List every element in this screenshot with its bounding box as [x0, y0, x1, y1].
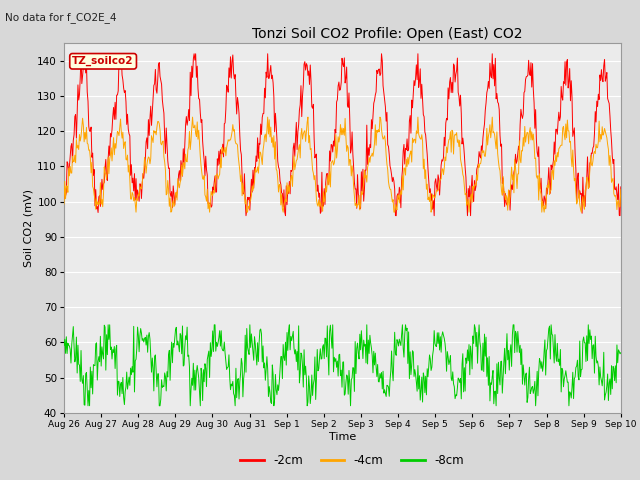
X-axis label: Time: Time: [329, 432, 356, 442]
Title: Tonzi Soil CO2 Profile: Open (East) CO2: Tonzi Soil CO2 Profile: Open (East) CO2: [252, 27, 522, 41]
Legend: -2cm, -4cm, -8cm: -2cm, -4cm, -8cm: [236, 449, 468, 472]
Text: TZ_soilco2: TZ_soilco2: [72, 56, 134, 66]
Text: No data for f_CO2E_4: No data for f_CO2E_4: [5, 12, 116, 23]
Y-axis label: Soil CO2 (mV): Soil CO2 (mV): [23, 189, 33, 267]
